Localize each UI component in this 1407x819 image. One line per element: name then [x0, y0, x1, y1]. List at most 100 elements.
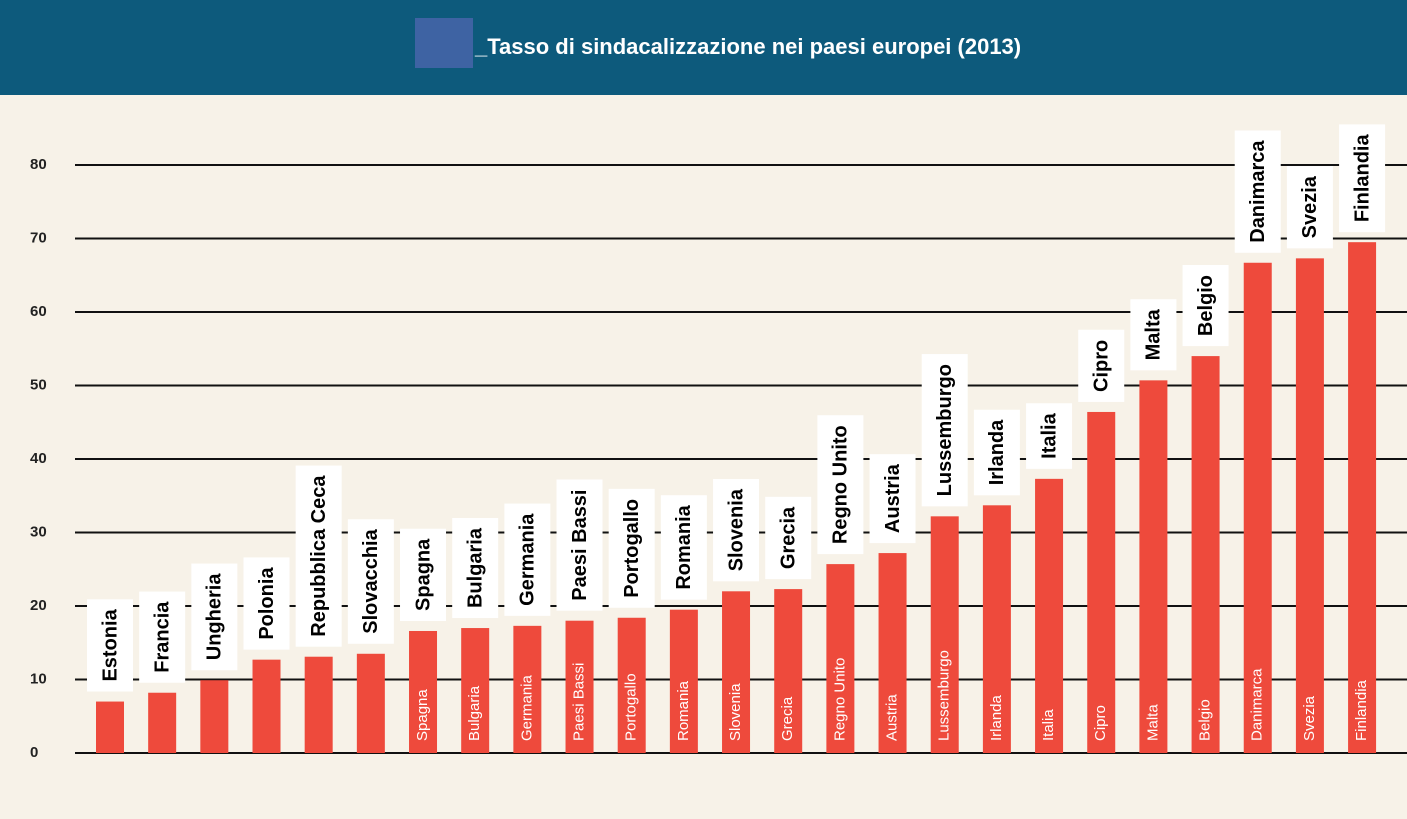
bar-inner-label: Belgio	[1197, 699, 1214, 741]
category-label: Regno Unito	[830, 425, 852, 544]
label-box	[139, 591, 186, 683]
bar-inner-label: Irlanda	[988, 694, 1005, 741]
label-box	[504, 503, 551, 616]
label-box	[1026, 403, 1073, 469]
bar	[1035, 478, 1064, 753]
y-tick-label: 50	[30, 376, 47, 393]
category-label: Repubblica Ceca	[308, 475, 330, 637]
bar-inner-label: Paesi Bassi	[570, 663, 587, 741]
category-label: Danimarca	[1247, 140, 1269, 243]
category-label: Austria	[882, 463, 904, 533]
bar	[930, 516, 959, 753]
label-box	[765, 496, 812, 580]
bar	[409, 630, 438, 753]
y-tick-label: 70	[30, 229, 47, 246]
label-box	[295, 465, 342, 647]
bar	[1348, 242, 1377, 754]
bar-inner-label: Slovenia	[727, 683, 744, 741]
bar-inner-label: Malta	[1144, 704, 1161, 741]
label-box	[817, 415, 864, 555]
y-tick-label: 60	[30, 303, 47, 320]
bar	[1191, 356, 1220, 753]
bar	[826, 564, 855, 753]
y-tick-label: 10	[30, 670, 47, 687]
label-box	[452, 518, 499, 619]
label-box	[400, 528, 447, 621]
label-box	[1182, 264, 1229, 347]
category-label: Lussemburgo	[934, 364, 956, 496]
category-label: Polonia	[256, 567, 278, 640]
bar-inner-label: Finlandia	[1353, 679, 1370, 741]
y-tick-label: 20	[30, 597, 47, 614]
bar	[304, 656, 333, 753]
category-label: Malta	[1143, 308, 1165, 360]
label-box	[713, 479, 760, 582]
bar-inner-label: Italia	[1040, 709, 1057, 741]
bar-inner-label: Portogallo	[623, 673, 640, 741]
bar-inner-label: Danimarca	[1249, 668, 1266, 741]
bar	[1087, 411, 1116, 753]
bar-inner-label: Romania	[675, 680, 692, 741]
bar-inner-label: Cipro	[1092, 705, 1109, 741]
bar-inner-label: Spagna	[414, 689, 431, 741]
bar	[356, 653, 385, 753]
chart-title: _Tasso di sindacalizzazione nei paesi eu…	[474, 34, 1021, 59]
category-label: Finlandia	[1351, 134, 1373, 223]
category-label: Estonia	[99, 608, 121, 681]
label-box	[87, 599, 133, 692]
category-label: Germania	[517, 513, 539, 606]
category-label: Belgio	[1195, 275, 1217, 336]
bar	[461, 628, 490, 753]
label-box	[660, 495, 707, 600]
bar-inner-label: Austria	[884, 694, 901, 741]
bar	[148, 692, 177, 753]
bar-inner-label: Germania	[518, 674, 535, 741]
label-box	[973, 409, 1020, 496]
bar-inner-label: Bulgaria	[466, 685, 483, 741]
category-label: Italia	[1038, 412, 1060, 458]
bar	[878, 553, 907, 753]
bar	[200, 680, 229, 753]
category-label: Romania	[673, 504, 695, 589]
label-box	[869, 454, 916, 544]
bar-inner-label: Lussemburgo	[936, 650, 953, 741]
bar	[722, 591, 751, 753]
bar	[774, 589, 803, 753]
label-box	[1130, 299, 1177, 371]
category-label: Portogallo	[621, 499, 643, 598]
category-label: Slovacchia	[360, 528, 382, 633]
y-tick-label: 0	[30, 744, 38, 761]
label-box	[1286, 166, 1333, 249]
label-box	[1339, 124, 1386, 233]
category-label: Irlanda	[986, 419, 1008, 485]
bar	[1139, 380, 1168, 753]
title-marker	[415, 18, 473, 68]
label-box	[556, 479, 603, 611]
bar-inner-label: Svezia	[1301, 695, 1318, 741]
bar	[96, 701, 124, 753]
category-label: Grecia	[777, 506, 799, 569]
category-label: Paesi Bassi	[569, 489, 591, 600]
label-box	[243, 557, 290, 650]
bar	[565, 620, 594, 753]
category-label: Ungheria	[204, 573, 226, 661]
y-tick-label: 40	[30, 450, 47, 467]
category-label: Bulgaria	[464, 527, 486, 608]
y-tick-label: 80	[30, 156, 47, 173]
bar	[513, 625, 542, 753]
bar	[669, 609, 698, 753]
category-label: Spagna	[412, 538, 434, 611]
y-tick-label: 30	[30, 523, 47, 540]
header-band	[0, 0, 1407, 95]
bar	[1295, 258, 1324, 753]
bar	[252, 659, 281, 753]
label-box	[191, 563, 238, 671]
label-box	[1078, 329, 1125, 402]
category-label: Svezia	[1299, 175, 1321, 238]
category-label: Francia	[151, 601, 173, 673]
label-box	[921, 354, 968, 507]
category-label: Slovenia	[725, 488, 747, 571]
bar	[982, 505, 1011, 753]
label-box	[347, 519, 394, 644]
